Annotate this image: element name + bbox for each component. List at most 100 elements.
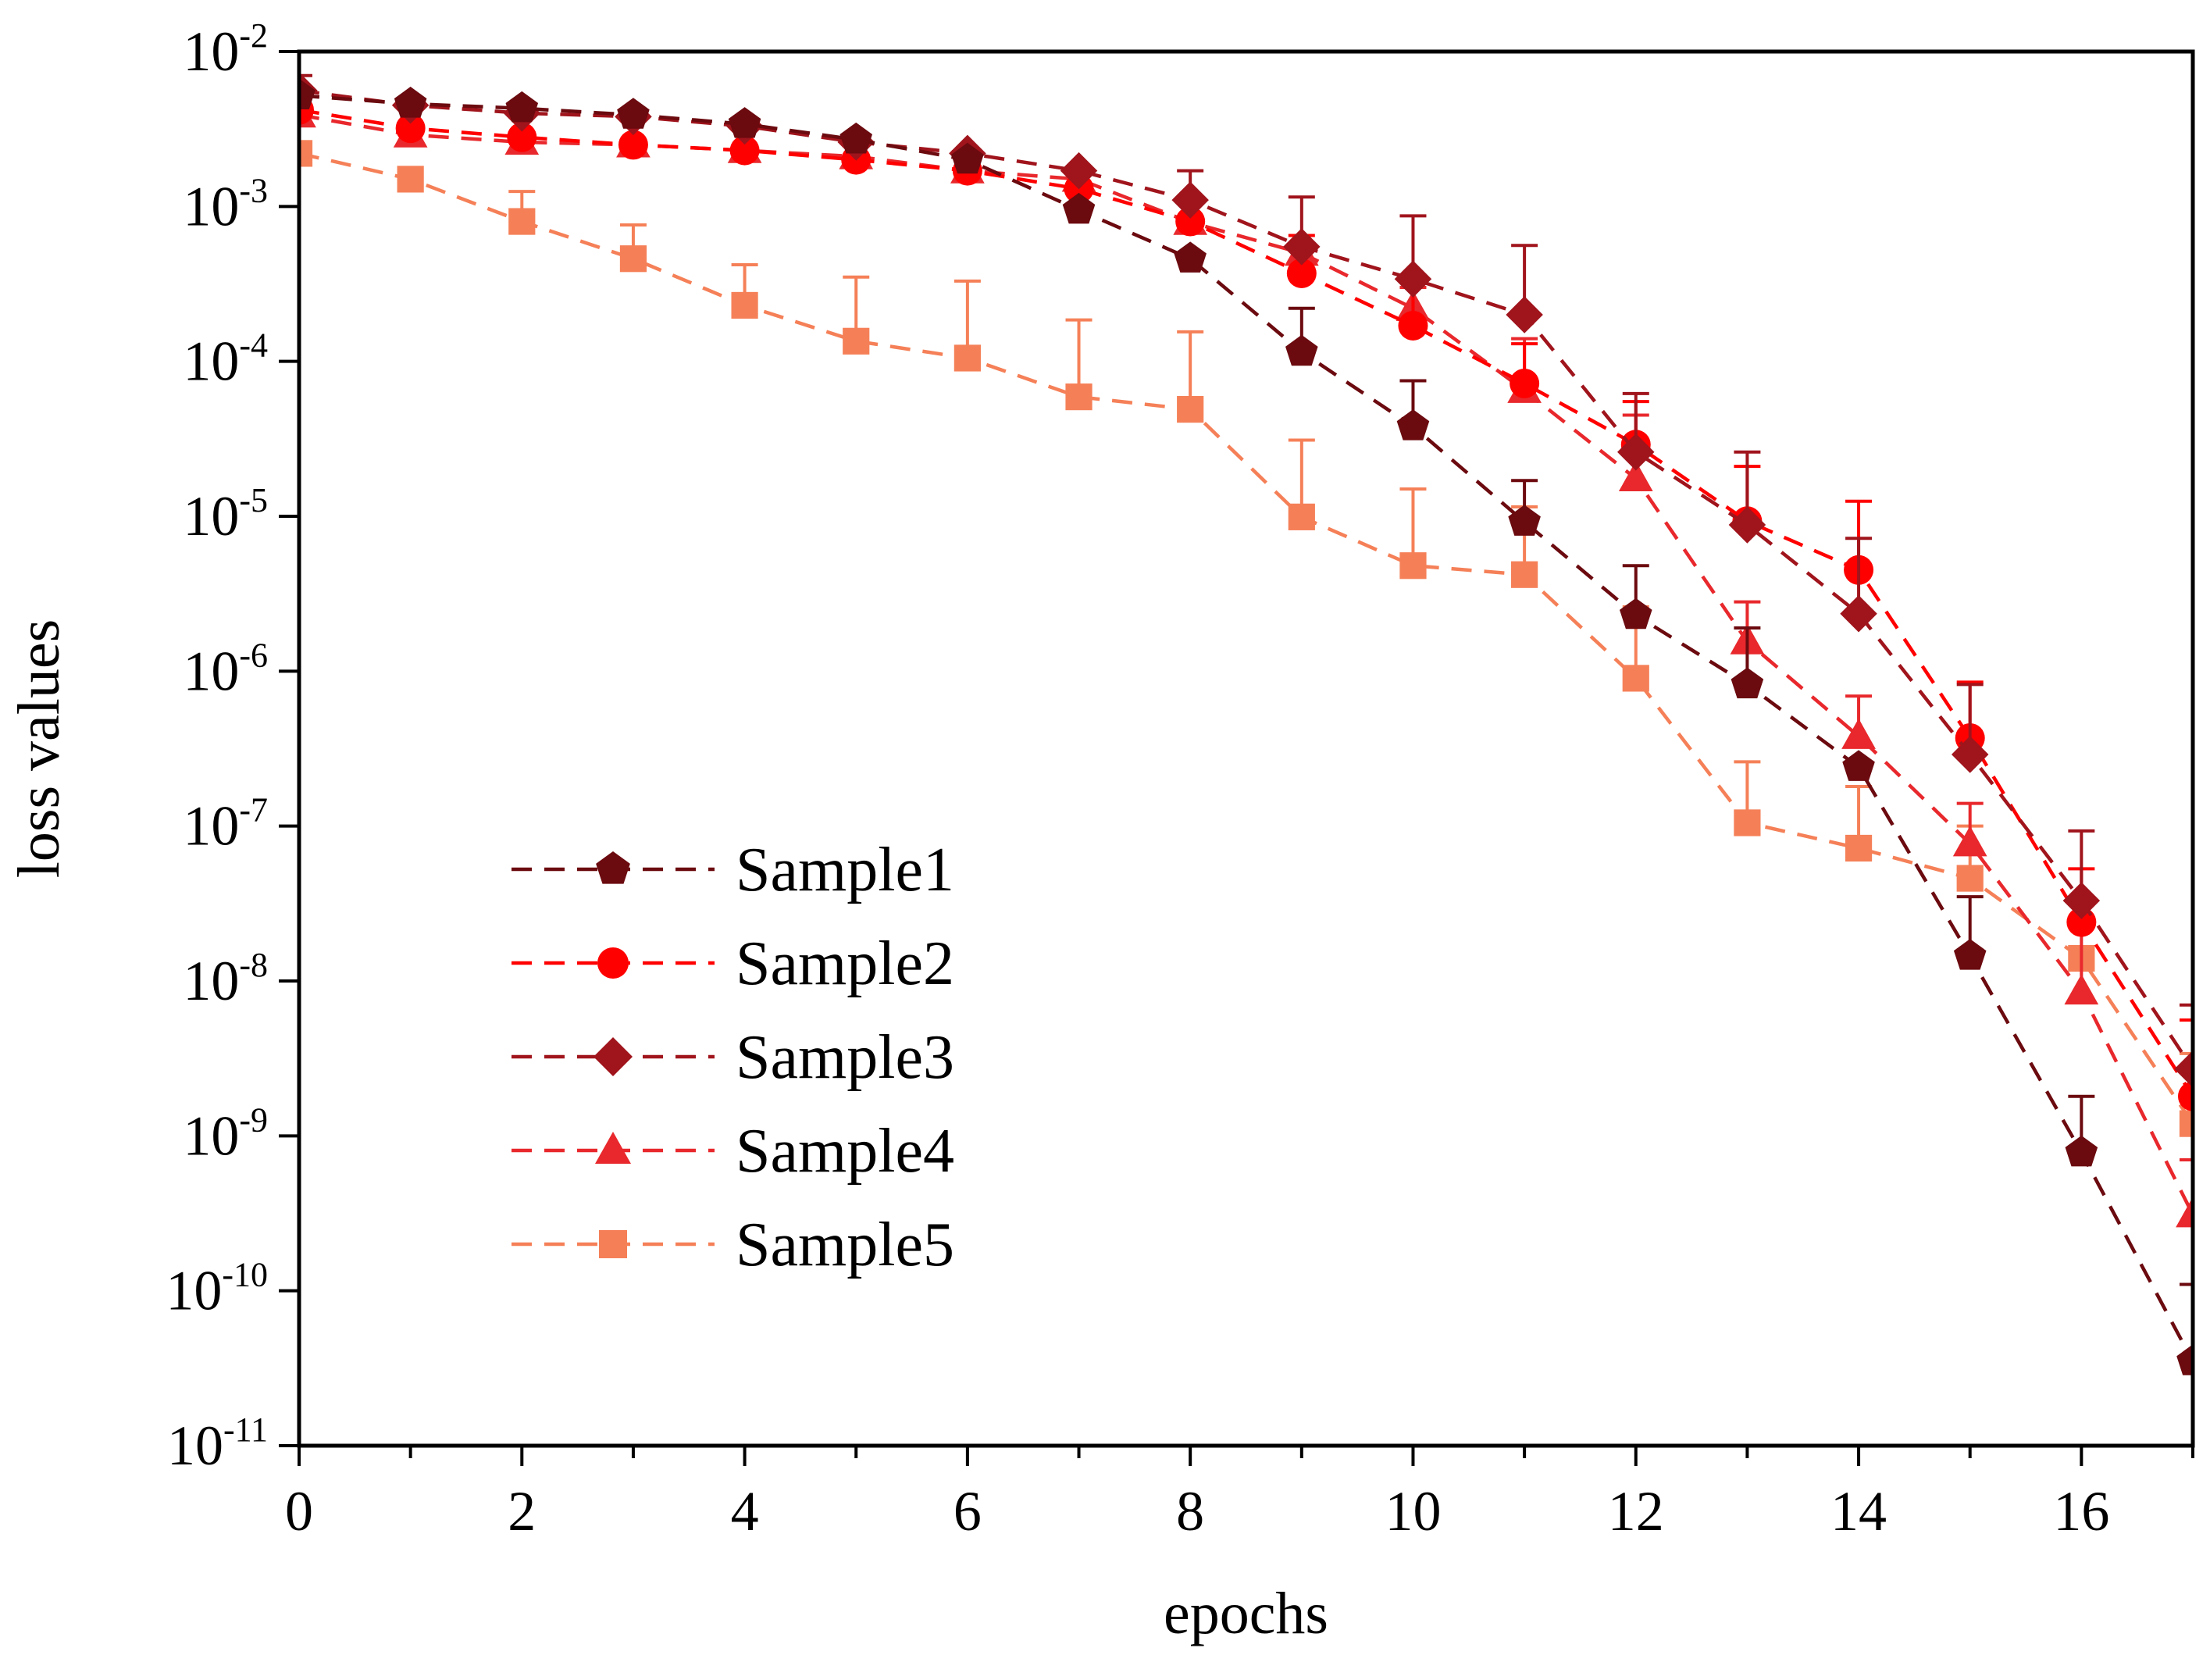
data-point (2064, 974, 2099, 1005)
data-point (1286, 258, 1317, 288)
data-point (1951, 736, 1989, 773)
data-point (1845, 834, 1873, 862)
data-point (2178, 1081, 2193, 1111)
data-point (2176, 1344, 2193, 1375)
x-tick-label: 8 (1176, 1480, 1204, 1543)
data-point (618, 130, 648, 160)
data-point (1398, 310, 1428, 341)
legend-label: Sample4 (736, 1117, 954, 1186)
legend: Sample1 Sample2 Sample3 Sample4 Sample5 (512, 836, 954, 1279)
data-point (728, 107, 761, 138)
data-point (839, 122, 873, 154)
data-point (2176, 1197, 2193, 1228)
data-point (2065, 1135, 2098, 1167)
x-tick-label: 12 (1608, 1480, 1664, 1543)
x-tick-label: 10 (1385, 1480, 1441, 1543)
series-Sample5 (299, 140, 2193, 1137)
legend-label: Sample2 (736, 929, 954, 998)
data-point (1177, 396, 1204, 423)
x-tick-label: 14 (1830, 1480, 1887, 1543)
data-point (1619, 597, 1652, 630)
data-point (1283, 228, 1321, 266)
data-point (299, 140, 313, 167)
x-tick-label: 2 (508, 1480, 536, 1543)
data-point (1731, 667, 1764, 699)
y-tick-label: 10-5 (183, 481, 268, 548)
data-point (1840, 594, 1877, 633)
y-tick-label: 10-11 (167, 1411, 268, 1477)
data-point (505, 91, 539, 123)
data-point (394, 87, 427, 118)
data-point (1175, 206, 1206, 237)
data-point (1511, 561, 1538, 588)
data-point (617, 98, 650, 129)
data-point (1956, 865, 1984, 892)
data-point (1952, 826, 1987, 857)
data-point (2179, 1110, 2193, 1137)
data-point (1618, 460, 1653, 491)
y-tick-label: 10-8 (183, 946, 268, 1012)
data-point (1506, 296, 1543, 334)
y-tick-label: 10-7 (183, 791, 268, 858)
data-point (508, 208, 536, 235)
series-line (299, 94, 2193, 1363)
x-tick-label: 6 (954, 1480, 982, 1543)
y-tick-label: 10-4 (183, 326, 268, 393)
data-point (1394, 260, 1432, 298)
legend-item: Sample1 (512, 836, 954, 904)
series-Sample3 (299, 72, 2193, 1088)
legend-item: Sample2 (512, 929, 954, 998)
series-line (299, 108, 2193, 1097)
y-axis-title: loss values (6, 619, 72, 878)
data-point (1171, 181, 1209, 219)
y-tick-label: 10-9 (183, 1100, 268, 1167)
data-point (1508, 505, 1541, 536)
data-point (1288, 503, 1315, 530)
data-point (1399, 552, 1427, 580)
data-point (1174, 241, 1207, 273)
data-point (2174, 1050, 2193, 1088)
data-point (1062, 192, 1096, 224)
data-point (2062, 882, 2101, 919)
data-point (1396, 409, 1430, 441)
legend-marker (593, 1037, 633, 1076)
x-tick-label: 16 (2053, 1480, 2109, 1543)
y-tick-label: 10-6 (183, 636, 268, 702)
plot-frame (297, 49, 2195, 1448)
data-point (1617, 433, 1655, 471)
legend-label: Sample1 (736, 836, 954, 904)
data-point (507, 122, 537, 152)
data-point (1953, 939, 1987, 970)
data-point (395, 113, 426, 144)
plot-area (299, 72, 2193, 1375)
series-Sample1 (299, 78, 2193, 1375)
legend-label: Sample5 (736, 1211, 954, 1279)
x-tick-label: 0 (285, 1480, 313, 1543)
legend-item: Sample4 (512, 1117, 954, 1186)
data-point (1060, 152, 1098, 190)
legend-marker (597, 947, 629, 979)
data-point (619, 245, 647, 273)
legend-item: Sample5 (512, 1211, 954, 1279)
series-line (299, 112, 2193, 1216)
series-line (299, 88, 2193, 1071)
data-point (951, 142, 984, 174)
data-point (954, 344, 981, 372)
data-point (1285, 334, 1318, 366)
legend-marker (599, 1230, 627, 1258)
data-point (1065, 383, 1093, 411)
legend-marker (596, 851, 630, 884)
series-Sample2 (299, 95, 2193, 1111)
data-point (729, 135, 760, 166)
legend-item: Sample3 (512, 1023, 954, 1092)
x-axis-title: epochs (1164, 1581, 1328, 1646)
y-tick-label: 10-2 (183, 16, 268, 83)
series-Sample4 (299, 97, 2193, 1228)
data-point (1734, 809, 1761, 836)
data-point (299, 78, 315, 110)
data-point (397, 166, 424, 193)
data-point (843, 327, 870, 355)
y-tick-label: 10-10 (166, 1256, 268, 1322)
data-point (731, 291, 758, 319)
